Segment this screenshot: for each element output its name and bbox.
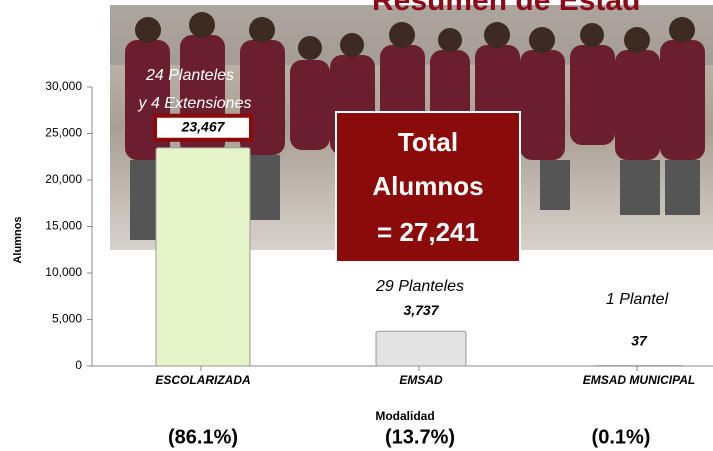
annotation: 29 Planteles [375,278,464,295]
y-tick-label: 10,000 [45,265,82,279]
bar [155,147,251,367]
x-tick-label: ESCOLARIZADA [155,373,250,387]
bar [375,330,467,367]
y-tick-label: 20,000 [45,172,82,186]
annotation: 1 Plantel [606,291,669,308]
total-text: = 27,241 [377,217,479,247]
chart-title: Resumen de Estad [372,0,640,17]
total-box: Total Alumnos = 27,241 [335,111,521,263]
percentage: (0.1%) [592,426,651,448]
x-axis-label: Modalidad [375,409,434,423]
y-tick-label: 30,000 [45,79,82,93]
value-label-box [153,113,253,142]
y-tick-label: 15,000 [45,219,82,233]
bar [593,365,685,367]
y-axis-label: Alumnos [12,216,24,263]
annotation: 24 Planteles [145,67,234,84]
total-text: Alumnos [372,171,483,201]
value-label: 23,467 [181,118,226,134]
percentage: (86.1%) [168,426,238,448]
percentage: (13.7%) [385,426,455,448]
y-tick-label: 5,000 [52,312,82,326]
annotation: y 4 Extensiones [138,95,252,112]
x-tick-label: EMSAD [399,373,443,387]
value-label: 37 [631,332,648,348]
total-text: Total [398,127,458,157]
y-tick-label: 0 [75,358,82,372]
y-tick-label: 25,000 [45,126,82,140]
value-label: 3,737 [403,302,439,318]
x-tick-label: EMSAD MUNICIPAL [583,373,695,387]
